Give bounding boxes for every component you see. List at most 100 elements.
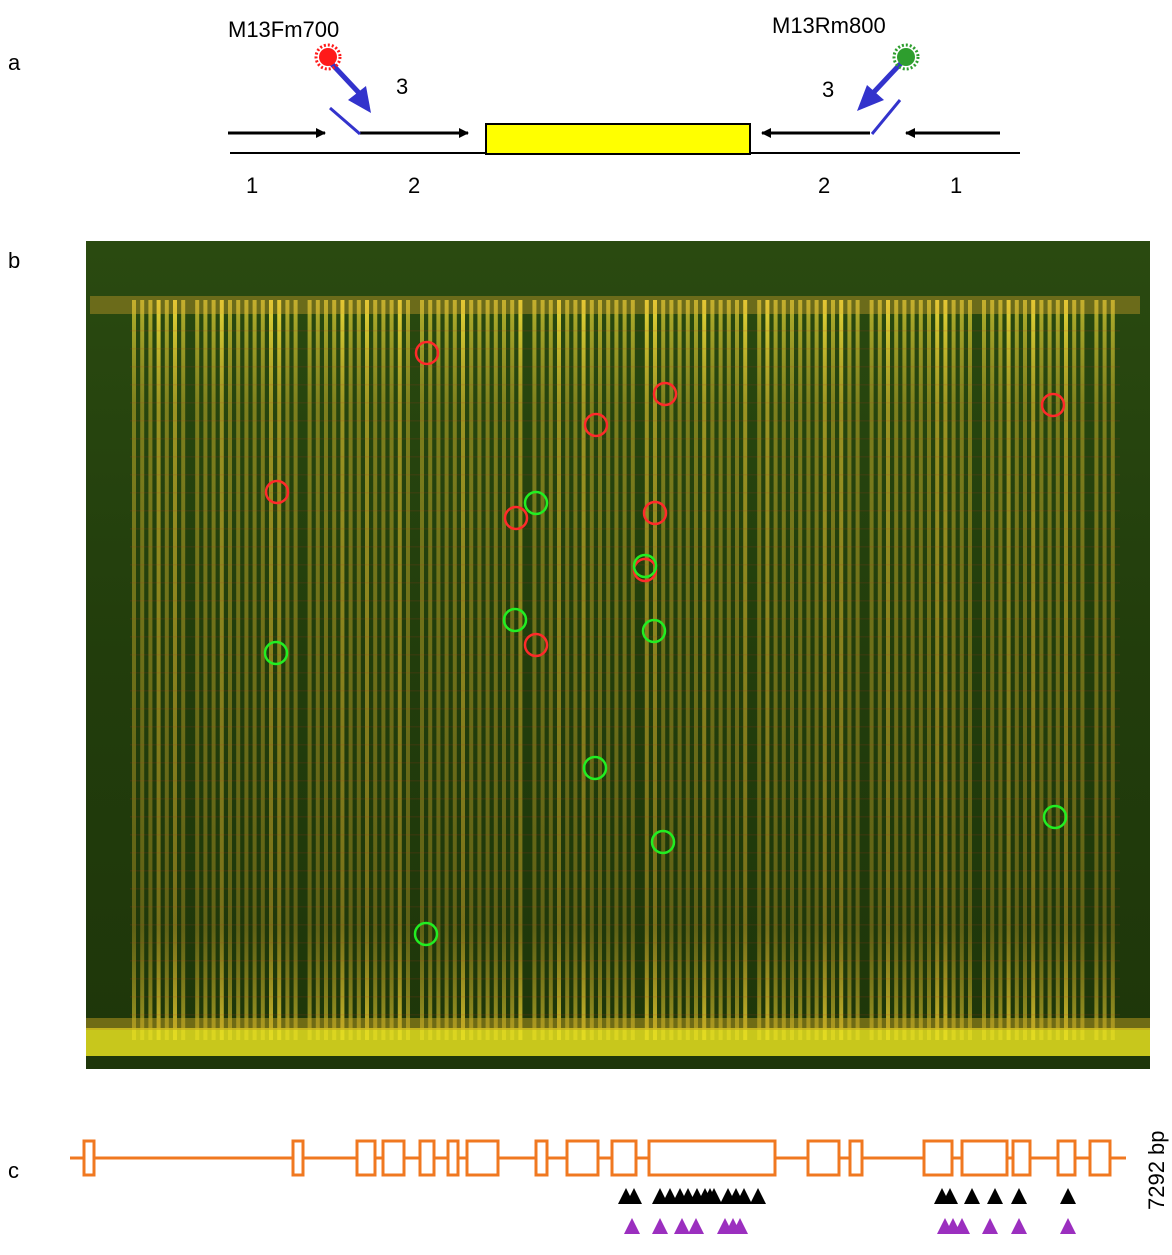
gene-exon-box bbox=[291, 1139, 305, 1177]
gel-lane bbox=[622, 300, 627, 1040]
gene-exons bbox=[82, 1139, 1112, 1177]
gel-lane bbox=[968, 300, 972, 1040]
gel-lane bbox=[211, 300, 216, 1040]
gel-lane bbox=[902, 300, 907, 1040]
gel-band-row bbox=[130, 960, 1120, 962]
gel-lane bbox=[798, 300, 803, 1040]
gene-exon-box bbox=[610, 1139, 638, 1177]
gel-lane bbox=[773, 300, 778, 1040]
gel-band-row bbox=[130, 798, 1120, 800]
gel-dye-front bbox=[86, 1028, 1150, 1056]
red-marker-circle bbox=[583, 412, 609, 438]
gel-lane bbox=[156, 300, 161, 1040]
right-inner-2-label: 2 bbox=[818, 173, 830, 198]
gel-lane bbox=[181, 300, 186, 1040]
left-outer-1-label: 1 bbox=[246, 173, 258, 198]
gel-lane bbox=[469, 300, 474, 1040]
gel-band-row bbox=[130, 780, 1120, 782]
gel-lane bbox=[606, 300, 611, 1040]
left-step-3-label: 3 bbox=[396, 74, 408, 99]
gel-band-row bbox=[130, 420, 1120, 422]
gel-band-row bbox=[130, 924, 1120, 926]
gel-lane bbox=[164, 300, 169, 1040]
gene-exon-box bbox=[806, 1139, 841, 1177]
gel-band-row bbox=[130, 816, 1120, 818]
panel-a-diagram: M13Fm700 M13Rm800 3 3 1 2 2 1 bbox=[228, 13, 1020, 198]
gene-exon-box bbox=[465, 1139, 500, 1177]
gel-band-row bbox=[130, 726, 1120, 728]
purple-mutation-triangle bbox=[982, 1218, 998, 1234]
gel-lane bbox=[219, 300, 224, 1040]
panel-b-gel bbox=[86, 241, 1150, 1069]
black-mutation-triangle bbox=[750, 1188, 766, 1204]
gel-band-row bbox=[130, 636, 1120, 638]
gene-exon-box bbox=[82, 1139, 96, 1177]
black-mutation-triangle bbox=[626, 1188, 642, 1204]
gel-lane bbox=[685, 300, 690, 1040]
purple-mutation-triangle bbox=[1011, 1218, 1027, 1234]
gel-lane bbox=[277, 300, 282, 1040]
gel-lane bbox=[757, 300, 762, 1040]
gel-band-row bbox=[130, 888, 1120, 890]
forward-m13-tail bbox=[329, 106, 361, 136]
gel-lane bbox=[653, 300, 657, 1040]
mutation-markers bbox=[618, 1188, 1076, 1234]
gel-band-row bbox=[130, 564, 1120, 566]
gel-lane bbox=[951, 300, 956, 1040]
red-marker-circle bbox=[642, 500, 668, 526]
panel-b-letter: b bbox=[8, 248, 21, 273]
gel-band-row bbox=[130, 600, 1120, 602]
gel-lane bbox=[315, 300, 320, 1040]
gel-band-row bbox=[130, 744, 1120, 746]
gel-lane bbox=[589, 300, 594, 1040]
forward-dye-primer-arrow bbox=[328, 60, 362, 96]
gel-lane bbox=[1006, 300, 1011, 1040]
gel-lane bbox=[982, 300, 986, 1040]
gene-exon-box bbox=[355, 1139, 377, 1177]
gel-band-row bbox=[130, 672, 1120, 674]
gel-band-row bbox=[130, 546, 1120, 548]
black-mutation-triangle bbox=[987, 1188, 1003, 1204]
gene-exon-box bbox=[922, 1139, 954, 1177]
gene-exon-box bbox=[1011, 1139, 1032, 1177]
panel-c-gene: 7292 bp bbox=[70, 1130, 1169, 1234]
black-mutation-triangle bbox=[964, 1188, 980, 1204]
gel-lane bbox=[614, 300, 619, 1040]
gel-band-row bbox=[130, 384, 1120, 386]
gel-well-band bbox=[90, 296, 1140, 314]
gel-dye-front-glow bbox=[86, 1018, 1150, 1030]
gel-band-row bbox=[130, 438, 1120, 440]
gel-lane bbox=[1055, 300, 1060, 1040]
gel-lane bbox=[203, 300, 208, 1040]
gel-lane bbox=[444, 300, 449, 1040]
gel-lane bbox=[132, 300, 136, 1040]
gel-lane bbox=[477, 300, 482, 1040]
gel-lane bbox=[373, 300, 378, 1040]
forward-dye-primer-arrowhead bbox=[348, 86, 371, 113]
gel-lane bbox=[356, 300, 361, 1040]
green-marker-circle bbox=[641, 618, 667, 644]
gel-lane bbox=[726, 300, 731, 1040]
gel-band-row bbox=[130, 942, 1120, 944]
red-marker-circle bbox=[652, 381, 678, 407]
gel-lane bbox=[847, 300, 852, 1040]
green-marker-circle bbox=[523, 490, 549, 516]
gel-lane bbox=[855, 300, 860, 1040]
purple-mutation-triangle bbox=[674, 1218, 690, 1234]
purple-mutation-triangle bbox=[1060, 1218, 1076, 1234]
gel-band-row bbox=[130, 762, 1120, 764]
red-marker-circle bbox=[264, 479, 290, 505]
gene-exon-box bbox=[1088, 1139, 1112, 1177]
gel-lane bbox=[573, 300, 578, 1040]
gel-lane bbox=[831, 300, 835, 1040]
gel-band-row bbox=[130, 492, 1120, 494]
gel-band-row bbox=[130, 996, 1120, 998]
gel-lane bbox=[332, 300, 337, 1040]
green-marker-circle bbox=[413, 921, 439, 947]
gel-lane bbox=[195, 300, 200, 1040]
green-marker-circle bbox=[650, 829, 676, 855]
purple-mutation-triangle bbox=[732, 1218, 748, 1234]
gel-lane bbox=[743, 300, 748, 1040]
gel-lane bbox=[598, 300, 602, 1040]
gel-lane bbox=[365, 300, 369, 1040]
